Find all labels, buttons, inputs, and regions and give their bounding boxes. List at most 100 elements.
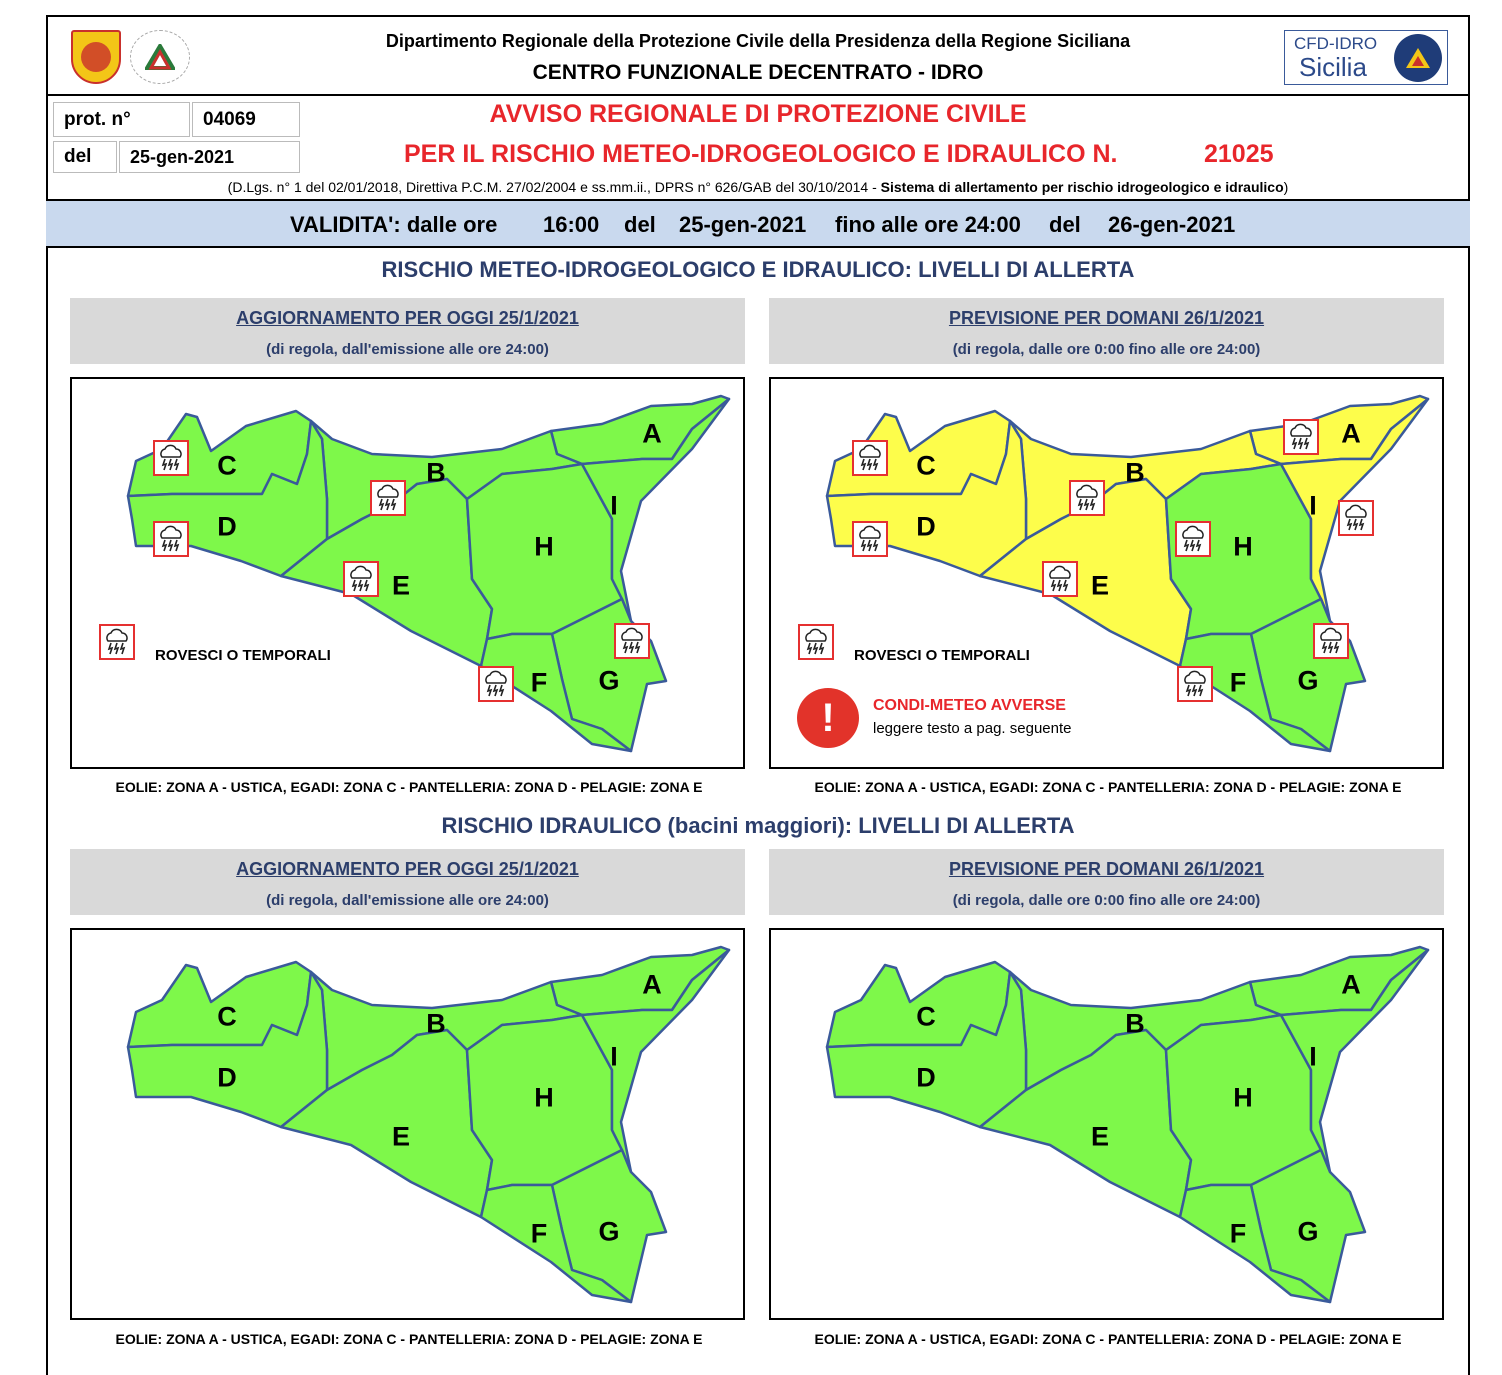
centre-name: CENTRO FUNZIONALE DECENTRATO - IDRO (532, 61, 984, 84)
zone-label-e: E (1090, 570, 1110, 601)
zone-label-f: F (1229, 667, 1247, 698)
legend-label: ROVESCI O TEMPORALI (155, 647, 331, 664)
zone-f (479, 632, 633, 753)
zone-label-g: G (1297, 665, 1319, 696)
validity-to-date: 26-gen-2021 (1108, 212, 1236, 237)
zone-label-i: I (1309, 490, 1317, 521)
zone-label-b: B (426, 457, 446, 488)
prot-date: 25-gen-2021 (119, 141, 300, 173)
islands-caption: EOLIE: ZONA A - USTICA, EGADI: ZONA C - … (115, 779, 703, 795)
islands-caption: EOLIE: ZONA A - USTICA, EGADI: ZONA C - … (814, 779, 1402, 795)
legal-reference-text: (D.Lgs. n° 1 del 02/01/2018, Direttiva P… (227, 179, 881, 195)
zone-label-e: E (391, 1121, 411, 1152)
thunderstorm-icon (370, 480, 406, 516)
legend-thunderstorm-icon (798, 624, 834, 660)
divider (46, 94, 1470, 96)
thunderstorm-icon (1069, 480, 1105, 516)
del-label: del (53, 141, 117, 173)
islands-caption: EOLIE: ZONA A - USTICA, EGADI: ZONA C - … (115, 1331, 703, 1347)
validity-until: fino alle ore 24:00 (835, 212, 1021, 237)
zone-i (1279, 948, 1430, 1174)
zone-label-d: D (916, 1062, 936, 1093)
zone-label-g: G (598, 1216, 620, 1247)
zone-label-f: F (530, 667, 548, 698)
validity-del-2: del (1049, 212, 1081, 237)
department-name: Dipartimento Regionale della Protezione … (385, 31, 1131, 51)
zone-label-d: D (916, 511, 936, 542)
legend-label: ROVESCI O TEMPORALI (854, 647, 1030, 664)
islands-caption: EOLIE: ZONA A - USTICA, EGADI: ZONA C - … (814, 1331, 1402, 1347)
legal-reference-end: ) (1283, 179, 1289, 195)
validity-del-1: del (624, 212, 656, 237)
thunderstorm-icon (614, 623, 650, 659)
zone-label-c: C (916, 450, 936, 481)
zone-label-d: D (217, 1062, 237, 1093)
zone-label-i: I (610, 1041, 618, 1072)
panel-heading: PREVISIONE PER DOMANI 26/1/2021 (948, 308, 1265, 328)
zone-label-f: F (1229, 1218, 1247, 1249)
zone-label-c: C (217, 1001, 237, 1032)
section-title: RISCHIO METEO-IDROGEOLOGICO E IDRAULICO:… (381, 257, 1135, 282)
alert-map: A B C D E F G H I ROVESCI O TEMPORALI! CONDI-METEO… (769, 377, 1444, 769)
validity-label: VALIDITA': dalle ore (290, 212, 498, 237)
panel-header: PREVISIONE PER DOMANI 26/1/2021 (di regol… (769, 298, 1444, 364)
zone-label-b: B (1125, 457, 1145, 488)
title-line-2: PER IL RISCHIO METEO-IDROGEOLOGICO E IDR… (404, 140, 1118, 168)
warning-title: CONDI-METEO AVVERSE (873, 697, 1066, 714)
title-line-1: AVVISO REGIONALE DI PROTEZIONE CIVILE (489, 100, 1027, 128)
zone-label-a: A (642, 418, 662, 449)
zone-label-a: A (1341, 418, 1361, 449)
zone-label-e: E (391, 570, 411, 601)
zone-label-d: D (217, 511, 237, 542)
thunderstorm-icon (852, 521, 888, 557)
zone-d (825, 970, 1028, 1129)
zone-label-i: I (1309, 1041, 1317, 1072)
thunderstorm-icon (1313, 623, 1349, 659)
zone-label-g: G (598, 665, 620, 696)
panel-heading: PREVISIONE PER DOMANI 26/1/2021 (948, 859, 1265, 879)
legal-reference: (D.Lgs. n° 1 del 02/01/2018, Direttiva P… (46, 179, 1470, 195)
panel-heading: AGGIORNAMENTO PER OGGI 25/1/2021 (236, 308, 579, 328)
thunderstorm-icon (343, 561, 379, 597)
zone-label-c: C (916, 1001, 936, 1032)
thunderstorm-icon (153, 521, 189, 557)
legal-reference-system: Sistema di allertamento per rischio idro… (880, 179, 1284, 195)
zone-label-e: E (1090, 1121, 1110, 1152)
zone-f (479, 1183, 633, 1304)
document-frame (46, 15, 1470, 1375)
prot-number: 04069 (192, 102, 300, 137)
zone-label-c: C (217, 450, 237, 481)
panel-subheading: (di regola, dalle ore 0:00 fino alle ore… (952, 892, 1261, 909)
section-title: RISCHIO IDRAULICO (bacini maggiori): LIV… (441, 813, 1075, 838)
thunderstorm-icon (1283, 419, 1319, 455)
zone-label-b: B (426, 1008, 446, 1039)
thunderstorm-icon (478, 666, 514, 702)
panel-subheading: (di regola, dall'emissione alle ore 24:0… (266, 341, 549, 358)
thunderstorm-icon (852, 440, 888, 476)
panel-header: AGGIORNAMENTO PER OGGI 25/1/2021 (di rego… (70, 298, 745, 364)
zone-d (126, 970, 329, 1129)
zone-f (1178, 1183, 1332, 1304)
thunderstorm-icon (1338, 500, 1374, 536)
panel-subheading: (di regola, dall'emissione alle ore 24:0… (266, 892, 549, 909)
zone-label-f: F (530, 1218, 548, 1249)
sicily-coat-of-arms-logo (71, 30, 121, 84)
warning-text: leggere testo a pag. seguente (873, 720, 1072, 737)
zone-label-g: G (1297, 1216, 1319, 1247)
zone-label-h: H (534, 531, 554, 562)
panel-header: AGGIORNAMENTO PER OGGI 25/1/2021 (di rego… (70, 849, 745, 915)
zone-i (580, 948, 731, 1174)
validity-band: VALIDITA': dalle ore 16:00 del 25-gen-20… (46, 199, 1470, 248)
logo-text-cfd: CFD-IDRO (1294, 34, 1378, 53)
logo-text-sicilia: Sicilia (1299, 52, 1367, 82)
zone-label-i: I (610, 490, 618, 521)
legend-thunderstorm-icon (99, 624, 135, 660)
bulletin-number: 21025 (1204, 140, 1274, 168)
thunderstorm-icon (153, 440, 189, 476)
zone-f (1178, 632, 1332, 753)
prot-label: prot. n° (53, 102, 190, 137)
alert-map: A B C D E F G H I ROVESCI O TEMPORALI (70, 377, 745, 769)
zone-label-h: H (1233, 1082, 1253, 1113)
